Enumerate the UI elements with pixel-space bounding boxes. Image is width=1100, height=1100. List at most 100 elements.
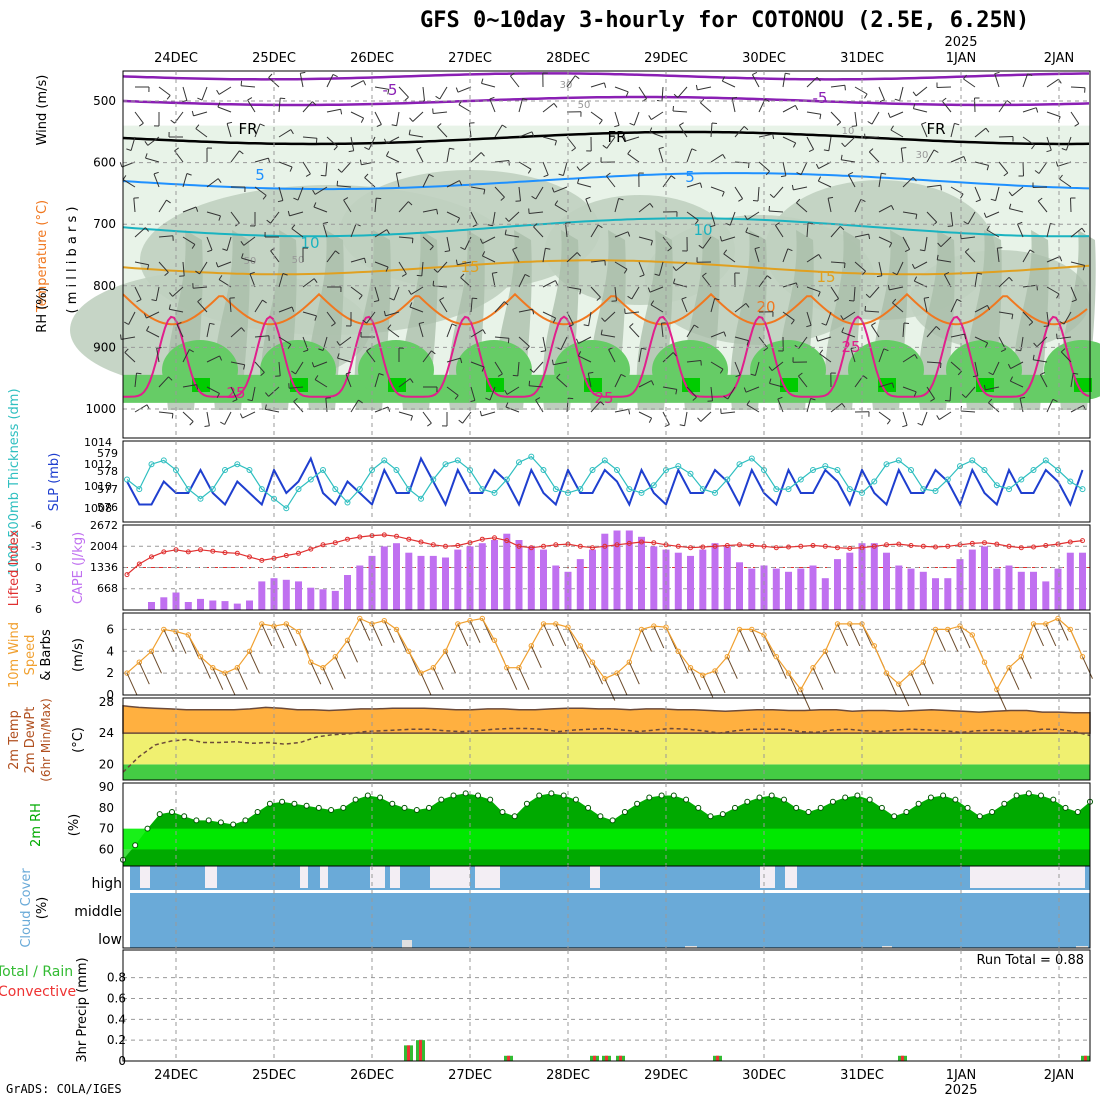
thickness-point (736, 461, 743, 468)
wind-barb (470, 329, 484, 338)
cape-tick: 2672 (90, 519, 118, 532)
wind-barb-flag (480, 152, 485, 157)
cape-bar (993, 568, 1001, 610)
wind-barb-flag (654, 273, 660, 276)
rh-2m-point (683, 796, 690, 803)
cloud-gap (970, 866, 1040, 888)
wind-barb-flag (914, 354, 918, 359)
rh-2m-point (132, 842, 139, 849)
wind-barb-flag (606, 172, 611, 177)
wind-barb-flag (289, 166, 293, 172)
wind-barb-flag (886, 419, 891, 425)
wind-barb (902, 211, 917, 215)
wind-barb-flag (721, 76, 726, 82)
wind-barb-flag (320, 174, 326, 177)
wind-barb (614, 408, 629, 413)
wind-barb-flag (672, 266, 677, 271)
wind-barb-flag (554, 200, 559, 206)
wind-barb-flag (439, 297, 445, 301)
thickness-point (491, 489, 498, 496)
wind-barb-flag (1008, 276, 1013, 282)
wind-barb-flag (780, 175, 786, 178)
wind-barb-flag (764, 98, 770, 103)
wind-barb-flag (364, 173, 369, 178)
wind-barb (146, 311, 160, 319)
cape-bar (797, 568, 805, 610)
wind-barb-flag (940, 185, 942, 191)
wind-barb (553, 361, 568, 366)
wind-barb-flag (961, 393, 967, 398)
wind-speed-point (614, 670, 620, 676)
wind-barb (554, 204, 568, 213)
thickness-point (320, 467, 326, 473)
wind-barb-flag (358, 399, 363, 404)
wind-barb-flag (345, 371, 351, 375)
thickness-tick: 579 (97, 447, 118, 460)
wind-barb (998, 100, 1008, 113)
wind-barb-flag (868, 148, 874, 153)
wind-barb-flag (481, 78, 484, 84)
wind-barb-flag (919, 249, 925, 252)
wind-barb (398, 261, 407, 275)
wind-barb (614, 374, 622, 388)
wind-speed-point (357, 615, 363, 622)
wind-barb-flag (122, 175, 127, 180)
wind-barb (510, 75, 520, 88)
wind-barb-flag (821, 322, 827, 326)
wind-barb (638, 236, 653, 242)
temp-tick: 20 (99, 757, 114, 771)
wind-barb-flag (444, 250, 450, 253)
rh-2m-point (866, 796, 873, 803)
wind-barb-flag (714, 298, 720, 301)
wind-barb (409, 306, 424, 313)
rh-tick: 90 (99, 780, 114, 794)
wind-speed-point (246, 648, 253, 654)
wind-barb-flag (120, 334, 122, 340)
cape-bar (760, 565, 768, 610)
wind-barb-flag (836, 121, 842, 126)
wind-barb-flag (1031, 144, 1035, 150)
cape-bar (307, 587, 315, 610)
wind-barb (681, 298, 688, 313)
wind-speed-point (577, 643, 583, 649)
wind-barb (661, 86, 664, 102)
wind-barb (374, 261, 389, 268)
wind-barb (293, 401, 304, 413)
wind-barb-flag (1056, 333, 1058, 339)
wind-barb (206, 386, 220, 394)
wind-barb-flag (798, 372, 803, 377)
precip-run-total: Run Total = 0.88 (976, 953, 1084, 968)
wind-barb-flag (512, 246, 518, 250)
wind-barb-flag (143, 313, 147, 319)
contour-label: 10 (842, 126, 855, 137)
wind-barb-flag (555, 280, 559, 286)
rh-mid-band (123, 828, 1090, 850)
wind-barb-flag (266, 219, 271, 224)
wind-barb-10m (224, 672, 236, 696)
wind-barb-flag (600, 329, 603, 335)
wind-barb (270, 250, 280, 263)
wind-barb-10m (1057, 618, 1069, 641)
rh-2m-point (744, 798, 751, 805)
wind-barb-flag (456, 217, 461, 223)
wind-barb (994, 73, 1000, 88)
wind-barb (614, 261, 628, 270)
wind-barb (529, 211, 544, 214)
wind-barb (998, 161, 1009, 174)
upper-ylabel-rh: RH (%) (35, 287, 50, 332)
wind-barb (146, 330, 160, 338)
wind-barb-flag (614, 124, 620, 128)
wind-barb-flag (552, 317, 557, 323)
panel-frame (122, 440, 1091, 523)
wind-barb (1038, 161, 1048, 174)
wind-barb (326, 311, 336, 324)
wind-barb-flag (1059, 321, 1065, 325)
wind-barb (556, 377, 568, 388)
wind-barb-flag (777, 396, 783, 400)
cape-tick: 2004 (90, 540, 118, 553)
wind-barb (658, 148, 664, 163)
wind-barb (385, 311, 400, 317)
contour-label: 10 (300, 234, 319, 252)
thickness-point (1067, 478, 1074, 485)
